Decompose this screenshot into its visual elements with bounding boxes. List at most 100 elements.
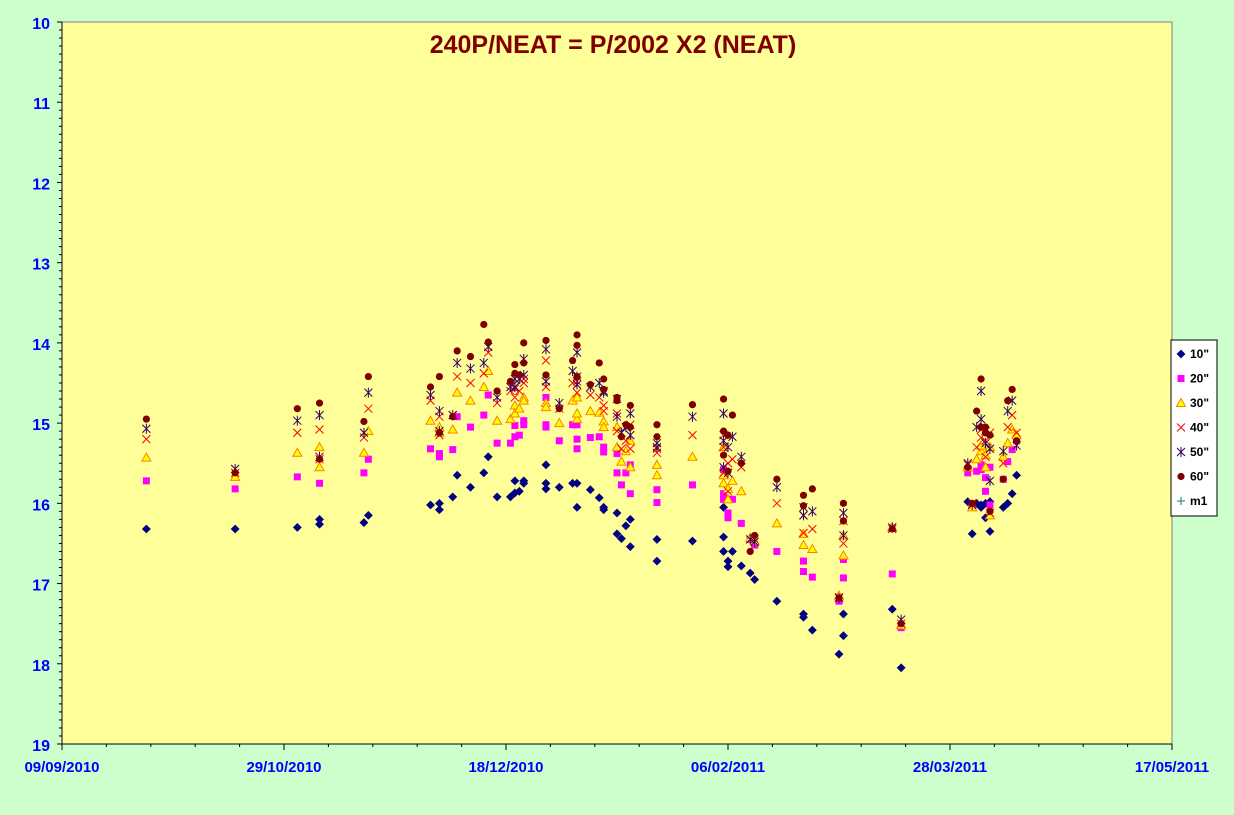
- data-point: [479, 468, 489, 478]
- data-point: [595, 433, 603, 441]
- data-point: [1004, 397, 1012, 405]
- data-point: [835, 594, 843, 602]
- x-tick-label: 06/02/2011: [691, 759, 765, 776]
- data-point: [1002, 437, 1014, 448]
- data-point: [799, 568, 807, 576]
- data-point: [480, 320, 488, 329]
- data-point: [621, 521, 631, 531]
- data-point: [520, 421, 528, 429]
- data-point: [511, 360, 519, 369]
- data-point: [553, 417, 565, 428]
- data-point: [773, 475, 781, 483]
- data-point: [751, 531, 759, 540]
- data-point: [506, 439, 514, 447]
- data-point: [976, 386, 986, 397]
- data-point: [452, 470, 462, 480]
- data-point: [736, 561, 746, 571]
- legend-label: 10": [1190, 347, 1209, 361]
- data-point: [142, 415, 150, 423]
- data-point: [1003, 498, 1013, 508]
- data-point: [653, 421, 661, 429]
- data-point: [613, 450, 621, 458]
- data-point: [617, 444, 626, 454]
- x-tick-label: 18/12/2010: [468, 759, 543, 776]
- data-point: [315, 455, 324, 463]
- data-point: [977, 375, 985, 383]
- data-point: [482, 365, 494, 375]
- data-point: [363, 510, 373, 520]
- data-point: [727, 475, 738, 485]
- data-point: [737, 459, 745, 467]
- legend-marker: [1175, 397, 1187, 407]
- data-point: [723, 486, 733, 496]
- data-point: [572, 502, 582, 512]
- data-point: [981, 423, 990, 431]
- data-point: [585, 405, 596, 416]
- data-point: [479, 357, 489, 368]
- data-point: [427, 445, 435, 453]
- data-point: [746, 547, 754, 556]
- data-point: [724, 467, 732, 475]
- data-point: [447, 424, 459, 434]
- data-point: [569, 356, 577, 365]
- data-point: [142, 434, 151, 444]
- data-point: [617, 433, 626, 441]
- data-point: [808, 506, 817, 517]
- data-point: [586, 390, 595, 400]
- legend-label: 20": [1190, 372, 1209, 386]
- data-point: [425, 415, 436, 425]
- data-point: [986, 463, 994, 471]
- data-point: [652, 535, 662, 544]
- data-point: [509, 407, 521, 418]
- data-point: [719, 408, 728, 419]
- data-point: [719, 502, 728, 512]
- data-point: [511, 422, 519, 430]
- data-point: [772, 498, 782, 508]
- data-point: [492, 492, 502, 502]
- data-point: [986, 501, 994, 509]
- data-point: [520, 359, 528, 367]
- data-point: [453, 413, 461, 421]
- data-point: [986, 507, 994, 515]
- data-point: [688, 536, 697, 546]
- data-point: [612, 529, 622, 539]
- legend-label: 50": [1190, 445, 1209, 459]
- y-tick-label: 16: [32, 497, 50, 514]
- data-point: [838, 549, 849, 560]
- data-point: [896, 663, 906, 673]
- x-tick-label: 28/03/2011: [913, 759, 987, 776]
- data-point: [839, 574, 847, 582]
- data-point: [364, 372, 372, 381]
- y-tick-label: 17: [32, 578, 50, 595]
- legend-marker: [1177, 375, 1185, 382]
- y-tick-label: 13: [32, 257, 50, 274]
- data-point: [542, 371, 550, 379]
- data-point: [542, 393, 550, 401]
- data-point: [688, 401, 697, 409]
- data-point: [593, 407, 605, 417]
- data-point: [520, 339, 528, 347]
- data-point: [688, 481, 696, 489]
- data-point: [435, 372, 443, 381]
- data-point: [293, 473, 301, 481]
- data-point: [772, 596, 782, 606]
- data-point: [625, 542, 635, 552]
- data-point: [772, 482, 782, 493]
- data-point: [358, 447, 370, 457]
- legend-label: m1: [1190, 494, 1208, 508]
- data-point: [541, 484, 551, 494]
- data-point: [573, 445, 581, 453]
- data-point: [514, 486, 524, 496]
- plot-area: [61, 21, 1173, 745]
- data-point: [141, 452, 152, 462]
- data-point: [571, 407, 583, 418]
- data-point: [316, 479, 324, 487]
- series-0: [141, 452, 1022, 673]
- data-point: [971, 453, 982, 464]
- data-point: [315, 519, 324, 529]
- data-point: [985, 443, 995, 454]
- data-point: [728, 411, 737, 419]
- data-point: [998, 502, 1008, 512]
- data-point: [839, 507, 848, 518]
- data-point: [964, 469, 972, 477]
